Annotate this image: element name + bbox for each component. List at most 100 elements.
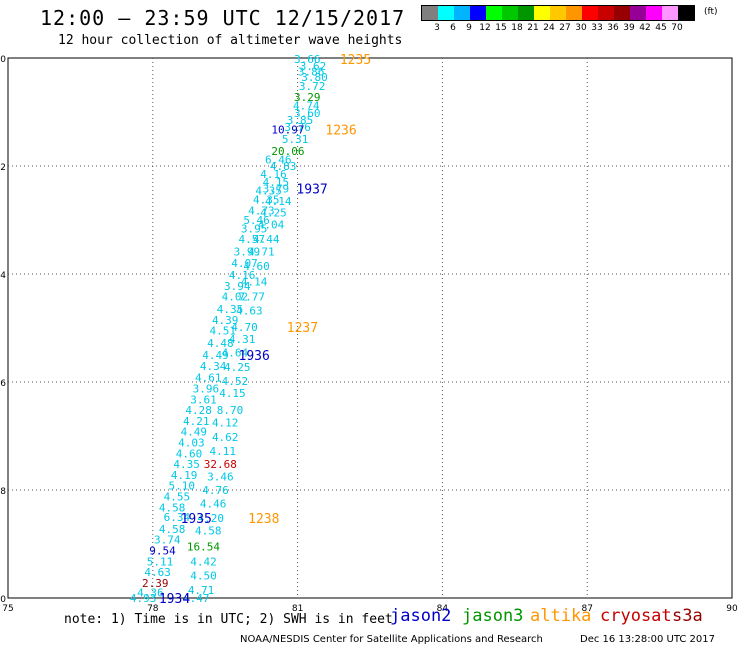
wave-height-point: 3.80: [301, 71, 328, 84]
wave-height-point: 4.28: [185, 404, 212, 417]
credit-line: NOAA/NESDIS Center for Satellite Applica…: [240, 634, 543, 645]
wave-height-point: 5.11: [147, 555, 174, 568]
wave-height-point: 3.86: [298, 66, 325, 79]
color-scale-value: 18: [511, 23, 523, 33]
wave-height-point: 4.51: [210, 325, 237, 338]
color-swatch: [598, 6, 614, 20]
wave-height-point: 4.58: [159, 501, 186, 514]
wave-height-point: 3.79: [263, 183, 290, 196]
color-swatch: [438, 6, 454, 20]
y-tick-label: -8: [0, 487, 6, 497]
wave-height-point: 4.02: [222, 291, 249, 304]
wave-height-point: 4.35: [255, 184, 282, 197]
color-swatch: [534, 6, 550, 20]
wave-height-point: 3.66: [294, 53, 321, 66]
wave-height-point: 4.60: [176, 447, 203, 460]
wave-height-point: 4.63: [144, 566, 171, 579]
color-swatch: [550, 6, 566, 20]
y-tick-label: -6: [0, 379, 6, 389]
color-scale-unit: (ft): [704, 7, 718, 17]
color-swatch: [422, 6, 438, 20]
timestamp: Dec 16 13:28:00 UTC 2017: [580, 634, 715, 645]
wave-height-point: 10.97: [271, 123, 304, 136]
wave-height-point: 8.70: [217, 404, 244, 417]
color-scale-value: 39: [623, 23, 635, 33]
color-swatch: [662, 6, 678, 20]
wave-height-point: 4.15: [263, 176, 290, 189]
wave-height-point: 7.77: [238, 291, 265, 304]
wave-height-point: 4.58: [159, 523, 186, 536]
wave-height-point: 4.14: [265, 195, 292, 208]
wave-height-point: 5.31: [282, 133, 309, 146]
wave-height-point: 9.54: [149, 544, 176, 557]
wave-height-point: 4.60: [243, 260, 270, 273]
wave-height-point: 4.39: [212, 314, 239, 327]
wave-height-point: 4.52: [222, 375, 249, 388]
wave-height-point: 6.34: [164, 511, 191, 524]
wave-height-point: 4.42: [190, 555, 217, 568]
wave-height-point: 4.11: [210, 445, 237, 458]
wave-height-point: 3.60: [294, 107, 321, 120]
wave-height-point: 3.62: [300, 60, 327, 73]
color-swatch: [630, 6, 646, 20]
color-scale-value: 45: [655, 23, 667, 33]
wave-height-point: 3.72: [299, 80, 326, 93]
wave-height-point: 4.25: [224, 361, 251, 374]
wave-height-point: 4.58: [195, 525, 222, 538]
color-scale-value: 33: [591, 23, 603, 33]
wave-height-point: 3.29: [294, 91, 321, 104]
x-tick-label: 87: [581, 604, 592, 614]
pass-number-label: 1238: [248, 512, 279, 527]
wave-height-point: 4.71: [248, 245, 275, 258]
wave-height-point: 4.47: [183, 592, 210, 605]
legend-cryosat: cryosat: [600, 606, 672, 626]
y-tick-label: -2: [0, 163, 6, 173]
wave-height-point: 4.74: [293, 100, 320, 113]
wave-height-point: 4.48: [207, 337, 234, 350]
chart-title: 12:00 – 23:59 UTC 12/15/2017: [40, 6, 406, 30]
wave-height-point: 4.34: [200, 360, 227, 373]
wave-height-point: 4.71: [188, 584, 215, 597]
wave-height-point: 3.74: [154, 534, 181, 547]
color-scale-value: 30: [575, 23, 587, 33]
wave-height-point: 4.61: [195, 372, 222, 385]
y-tick-label: -10: [0, 595, 6, 605]
wave-height-point: 3.85: [287, 114, 314, 127]
wave-height-point: 20.06: [271, 145, 304, 158]
wave-height-point: 4.83: [270, 160, 297, 173]
wave-height-point: 4.76: [202, 484, 229, 497]
color-scale-swatches: [421, 5, 695, 21]
color-scale-value: 3: [434, 23, 440, 33]
wave-height-point: 4.49: [181, 426, 208, 439]
wave-height-point: 4.19: [171, 469, 198, 482]
wave-height-point: 4.35: [253, 193, 280, 206]
wave-height-point: 4.31: [229, 333, 256, 346]
wave-height-point: 3.94: [224, 280, 251, 293]
pass-number-label: 1235: [340, 53, 371, 68]
wave-height-point: 3.99: [234, 245, 261, 258]
wave-height-point: 4.55: [164, 490, 191, 503]
color-swatch: [614, 6, 630, 20]
pass-number-label: 1237: [287, 321, 318, 336]
legend-altika: altika: [530, 606, 592, 626]
wave-height-point: 4.63: [236, 305, 263, 318]
color-scale-labels: 3 6 9 12 15 18 21 24 27 30 33 36 39 42 45 70: [421, 21, 695, 35]
wave-height-point: 4.49: [202, 349, 229, 362]
wave-height-point: 4.36: [137, 587, 164, 600]
x-tick-label: 84: [437, 604, 449, 614]
color-scale-value: 15: [495, 23, 507, 33]
color-swatch: [470, 6, 486, 20]
y-tick-label: -4: [0, 271, 6, 281]
wave-height-point: 32.68: [204, 458, 237, 471]
legend-jason3: jason3: [462, 606, 524, 626]
wave-height-point: 3.96: [193, 382, 220, 395]
x-tick-label: 81: [292, 604, 303, 614]
color-scale-value: 42: [639, 23, 651, 33]
color-swatch: [582, 6, 598, 20]
wave-height-point: 4.46: [200, 498, 227, 511]
legend-jason2: jason2: [390, 606, 452, 626]
x-tick-label: 75: [2, 604, 13, 614]
wave-height-point: 4.62: [212, 431, 239, 444]
color-scale-value: 24: [543, 23, 555, 33]
footer-note: note: 1) Time is in UTC; 2) SWH is in fe…: [64, 612, 393, 627]
